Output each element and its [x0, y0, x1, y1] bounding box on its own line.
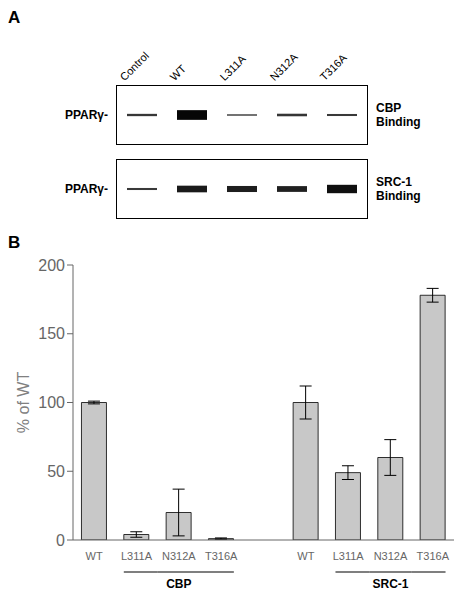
svg-text:N312A: N312A: [162, 550, 196, 562]
html-text:CBP Binding: CBP Binding: [376, 101, 421, 129]
html-text:PPARγ-: PPARγ-: [64, 182, 108, 196]
svg-text:L311A: L311A: [121, 550, 153, 562]
svg-text:50: 50: [47, 463, 65, 480]
html-text:A: A: [8, 8, 21, 27]
svg-text:SRC-1: SRC-1: [372, 577, 408, 591]
svg-text:150: 150: [38, 325, 65, 342]
svg-text:T316A: T316A: [205, 550, 238, 562]
svg-text:T316A: T316A: [417, 550, 450, 562]
html-text:Control: Control: [117, 49, 152, 83]
svg-text:N312A: N312A: [374, 550, 408, 562]
svg-text:WT: WT: [297, 550, 314, 562]
svg-text:100: 100: [38, 394, 65, 411]
html-text:PPARγ-: PPARγ-: [64, 108, 108, 122]
svg-text:% of WT: % of WT: [15, 372, 32, 434]
svg-text:0: 0: [56, 532, 65, 549]
html-text:SRC-1 Binding: SRC-1 Binding: [376, 175, 421, 203]
html-text:T316A: T316A: [317, 51, 349, 83]
html-text:L311A: L311A: [217, 52, 248, 83]
svg-text:WT: WT: [86, 550, 103, 562]
html-text:WT: WT: [167, 62, 189, 83]
svg-text:200: 200: [38, 257, 65, 274]
svg-text:L311A: L311A: [333, 550, 365, 562]
html-text:N312A: N312A: [267, 50, 300, 83]
svg-text:CBP: CBP: [166, 577, 191, 591]
html-text:B: B: [8, 233, 21, 252]
